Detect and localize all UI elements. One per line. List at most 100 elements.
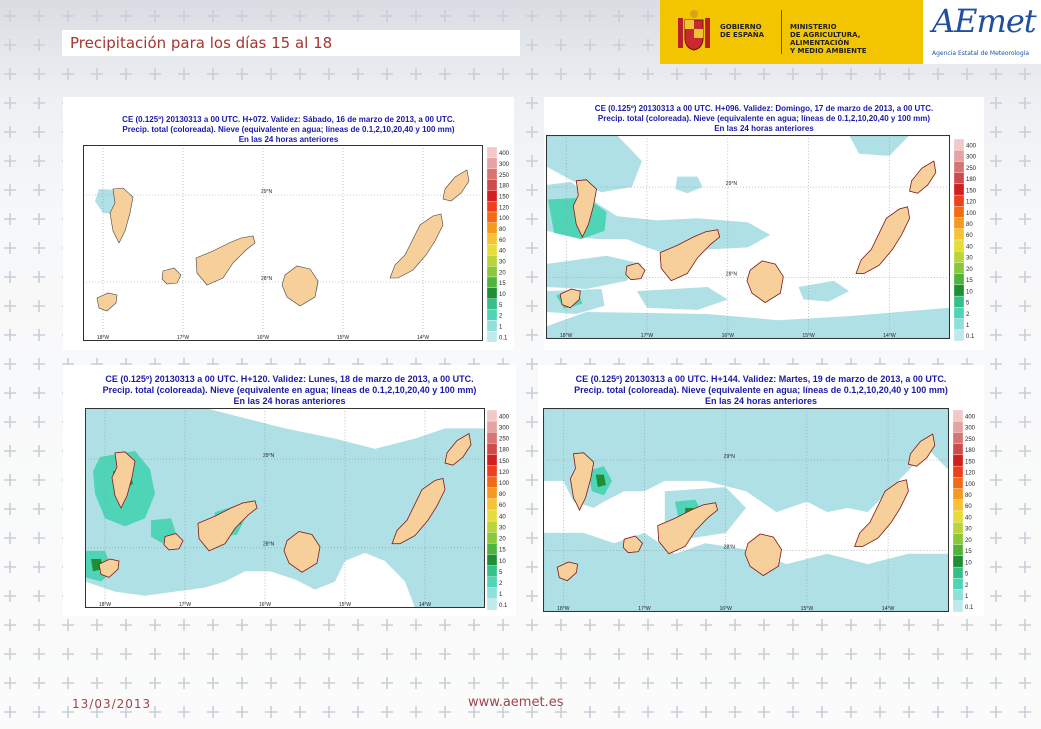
legend-swatch <box>487 509 498 522</box>
legend-swatch <box>487 565 498 577</box>
legend-swatch <box>487 320 498 332</box>
legend-value: 250 <box>965 437 976 443</box>
legend-value: 180 <box>499 184 510 190</box>
legend-swatch <box>954 150 965 162</box>
island-el-hierro <box>96 292 118 312</box>
legend-value: 120 <box>499 470 510 476</box>
forecast-map-panel-3: CE (0.125º) 20130313 a 00 UTC. H+120. Va… <box>63 365 516 616</box>
legend-swatch <box>954 251 965 263</box>
legend-swatch <box>953 522 964 534</box>
aemet-logo-subtitle: Agencia Estatal de Meteorología <box>932 50 1029 57</box>
legend-value: 80 <box>966 222 973 228</box>
legend-swatch <box>953 488 964 500</box>
island-tenerife <box>195 235 256 286</box>
lat-label: 28°N <box>261 276 273 282</box>
lon-label: 14°W <box>417 335 430 341</box>
legend-swatch <box>487 309 498 321</box>
map-caption-line1: CE (0.125º) 20130313 a 00 UTC. H+144. Va… <box>575 374 947 384</box>
legend-value: 60 <box>965 504 972 510</box>
legend-value: 300 <box>965 426 976 432</box>
snow-contour-gran-canaria <box>746 260 784 304</box>
map-frame <box>85 408 485 608</box>
legend-swatch <box>487 465 498 477</box>
lon-label: 18°W <box>99 602 112 608</box>
legend-swatch <box>487 331 498 342</box>
legend-swatch <box>487 420 498 433</box>
precip-area-light <box>675 176 703 194</box>
lat-label: 29°N <box>724 454 736 460</box>
legend-swatch <box>953 499 964 512</box>
legend-swatch <box>953 477 964 489</box>
banner-divider <box>781 10 782 54</box>
legend-value: 20 <box>499 537 506 543</box>
legend-value: 100 <box>499 481 510 487</box>
map-caption-line1: CE (0.125º) 20130313 a 00 UTC. H+096. Va… <box>594 104 934 113</box>
snow-contour-lanzarote <box>909 160 937 194</box>
footer-url[interactable]: www.aemet.es <box>468 695 564 710</box>
lon-label: 17°W <box>638 606 651 612</box>
legend-swatch <box>487 168 498 180</box>
forecast-map-panel-2: CE (0.125º) 20130313 a 00 UTC. H+096. Va… <box>544 97 984 350</box>
lon-label: 15°W <box>802 333 815 339</box>
legend-swatch <box>954 262 965 274</box>
lon-label: 14°W <box>883 333 896 339</box>
snow-contour-fuerteventura <box>854 479 909 547</box>
precip-area-light <box>849 135 910 156</box>
legend-value: 80 <box>499 227 506 233</box>
legend-value: 80 <box>499 492 506 498</box>
legend-swatch <box>954 161 965 173</box>
legend-value: 60 <box>499 503 506 509</box>
legend-swatch <box>487 487 498 500</box>
island-la-gomera <box>161 267 182 285</box>
legend-swatch <box>487 432 498 444</box>
snow-contour-lanzarote <box>444 432 472 466</box>
legend-value: 40 <box>499 249 506 255</box>
legend-swatch <box>953 589 964 601</box>
legend-swatch <box>953 421 964 433</box>
legend-value: 400 <box>499 151 510 157</box>
legend-swatch <box>953 510 964 523</box>
legend-value: 400 <box>965 414 976 420</box>
footer-date: 13/03/2013 <box>72 697 152 711</box>
legend-swatch <box>953 465 964 478</box>
lat-label: 28°N <box>263 542 275 548</box>
legend-swatch <box>487 587 498 600</box>
map-caption-line2: Precip. total (coloreada). Nieve (equiva… <box>574 385 948 395</box>
aemet-logo: AEmet Agencia Estatal de Meteorología <box>924 0 1041 64</box>
legend-value: 150 <box>966 188 977 194</box>
legend-swatch <box>487 443 498 455</box>
legend-value: 100 <box>965 482 976 488</box>
precip-area-light <box>636 286 728 310</box>
lon-label: 17°W <box>179 602 192 608</box>
legend-swatch <box>487 266 498 278</box>
legend-swatch <box>954 228 965 241</box>
snow-contour-fuerteventura <box>855 206 910 274</box>
legend-value: 80 <box>965 493 972 499</box>
legend-value: 10 <box>966 289 973 295</box>
legend-swatch <box>954 172 965 185</box>
forecast-map-panel-4: CE (0.125º) 20130313 a 00 UTC. H+144. Va… <box>538 365 984 616</box>
legend-swatch <box>487 190 498 202</box>
legend-swatch <box>954 194 965 207</box>
precip-area-light <box>798 280 849 302</box>
legend-value: 60 <box>966 233 973 239</box>
legend-value: 180 <box>965 448 976 454</box>
legend-swatch <box>487 598 498 610</box>
legend-value: 0.1 <box>966 334 975 340</box>
precip-area-light <box>546 135 642 193</box>
lon-label: 17°W <box>641 333 654 339</box>
legend-swatch <box>487 276 498 288</box>
legend-swatch <box>953 454 964 467</box>
lon-label: 14°W <box>882 606 895 612</box>
legend-value: 5 <box>965 572 969 578</box>
snow-contour-el-hierro <box>559 288 581 309</box>
legend-value: 20 <box>966 267 973 273</box>
legend-swatch <box>954 139 965 151</box>
legend-value: 300 <box>499 162 510 168</box>
map-plot: 29°N 28°N 18°W 17°W 16°W 15°W 14°W <box>546 135 950 339</box>
legend-swatch <box>487 554 498 566</box>
legend-swatch <box>954 329 965 341</box>
legend-value: 300 <box>499 425 510 431</box>
legend-value: 15 <box>965 549 972 555</box>
map-frame <box>543 408 949 612</box>
